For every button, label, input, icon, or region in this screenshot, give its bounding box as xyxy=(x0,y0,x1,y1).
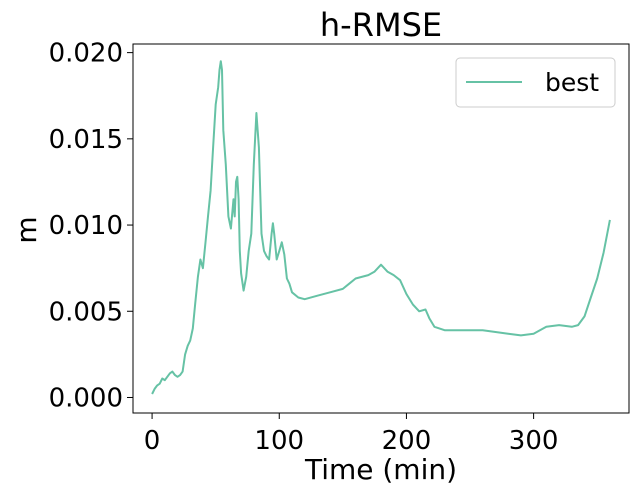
y-tick-label: 0.010 xyxy=(49,211,123,241)
y-axis-ticks: 0.000 0.005 0.010 0.015 0.020 xyxy=(49,39,133,413)
x-tick-label: 0 xyxy=(144,426,161,456)
x-tick-label: 200 xyxy=(382,426,432,456)
legend: best xyxy=(455,57,616,108)
x-axis-ticks: 0 100 200 300 xyxy=(144,413,559,456)
x-tick-label: 300 xyxy=(509,426,559,456)
y-tick-label: 0.020 xyxy=(49,39,123,69)
y-tick-label: 0.015 xyxy=(49,125,123,155)
y-axis-label: m xyxy=(10,216,43,243)
plot-area xyxy=(132,43,630,414)
chart-title: h-RMSE xyxy=(320,6,442,44)
axes-frame xyxy=(132,43,630,414)
legend-label-best: best xyxy=(545,68,599,97)
x-tick-label: 100 xyxy=(254,426,304,456)
series-line-best xyxy=(151,60,611,395)
y-tick-label: 0.000 xyxy=(49,383,123,413)
x-axis-label: Time (min) xyxy=(304,453,457,486)
y-tick-label: 0.005 xyxy=(49,297,123,327)
legend-box xyxy=(455,57,616,108)
